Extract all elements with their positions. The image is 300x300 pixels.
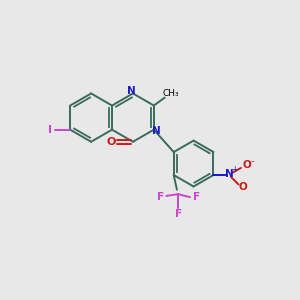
Text: O: O: [242, 160, 251, 170]
Text: CH₃: CH₃: [162, 89, 179, 98]
Text: +: +: [231, 165, 237, 174]
Text: N: N: [152, 126, 160, 136]
Text: -: -: [250, 156, 254, 166]
Text: O: O: [239, 182, 248, 192]
Text: F: F: [175, 209, 182, 219]
Text: I: I: [48, 125, 52, 135]
Text: F: F: [157, 191, 164, 202]
Text: N: N: [225, 169, 233, 178]
Text: O: O: [106, 137, 116, 147]
Text: F: F: [193, 191, 200, 202]
Text: N: N: [127, 86, 136, 96]
